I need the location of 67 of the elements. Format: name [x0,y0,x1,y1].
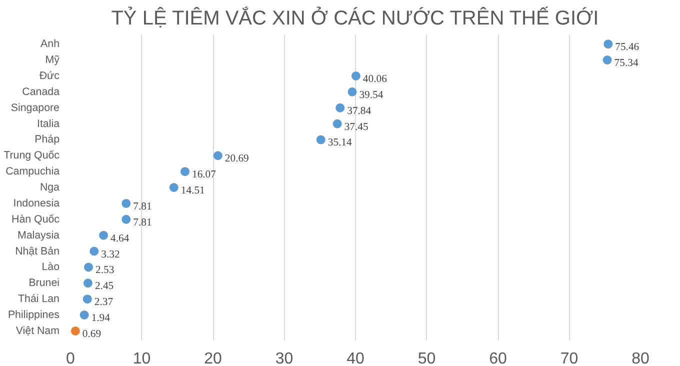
point [602,56,612,64]
data-label: 3.32 [101,249,120,260]
data-label: 75.46 [615,42,640,54]
y-tick-label: Italia [36,118,60,130]
data-label: 35.14 [328,138,353,149]
point [348,87,357,96]
data-label: 20.69 [224,154,249,165]
point [180,167,190,176]
point [83,278,92,288]
point [82,294,92,304]
x-tick-label: 70 [560,350,578,366]
x-tick-label: 80 [632,350,650,366]
point [316,135,326,144]
chart-title: TỶ LỆ TIÊM VẮC XIN Ở CÁC NƯỚC TRÊN THẾ GIỚI [111,6,599,30]
y-tick-label: Campuchia [6,166,60,178]
y-tick-label: Malaysia [17,229,60,242]
y-tick-label: Mỹ [45,54,60,66]
data-label: 39.54 [359,90,384,101]
y-tick-label: Philippines [8,309,60,321]
data-label: 1.94 [91,313,111,324]
data-label: 37.45 [344,122,368,133]
point [90,246,99,256]
x-tick-label: 10 [132,350,151,366]
x-tick-label: 30 [275,350,294,366]
data-label: 4.64 [110,233,130,244]
point [332,119,342,128]
point [213,151,222,160]
point [122,198,131,208]
point [122,214,131,224]
point [70,326,80,336]
data-label: 7.81 [133,217,152,228]
x-tick-label: 50 [418,350,436,366]
y-tick-label: Trung Quốc [4,150,60,162]
data-label: 7.81 [133,201,152,212]
point [99,230,108,240]
y-tick-label: Việt Nam [16,324,60,337]
y-tick-label: Hàn Quốc [12,213,60,226]
data-label: 75.34 [614,58,639,69]
y-tick-label: Thái Lan [18,293,60,306]
data-label: 40.06 [362,74,388,85]
data-label: 2.53 [96,265,114,276]
y-tick-label: Anh [40,38,60,50]
data-label: 0.69 [82,328,102,340]
y-tick-label: Pháp [34,134,60,146]
point [604,40,613,49]
data-label: 37.84 [347,106,372,117]
data-label: 16.07 [192,170,217,181]
y-tick-label: Canada [22,86,60,98]
y-tick-label: Singapore [10,102,60,114]
data-label: 2.37 [94,297,114,308]
data-label: 14.51 [180,186,205,196]
y-tick-label: Indonesia [13,197,60,210]
y-tick-label: Brunei [28,277,60,290]
x-tick-label: 20 [204,350,222,366]
point [84,262,94,272]
y-tick-label: Nhật Bản [15,245,60,258]
x-tick-label: 0 [66,350,76,366]
point [336,103,345,112]
y-tick-label: Nga [40,182,60,194]
point [169,183,178,192]
y-tick-label: Lào [42,261,60,274]
x-tick-label: 60 [489,350,507,366]
point [351,71,360,80]
point [80,310,89,320]
data-label: 2.45 [94,281,114,292]
x-tick-label: 40 [346,350,364,366]
y-tick-label: Đức [39,70,60,82]
